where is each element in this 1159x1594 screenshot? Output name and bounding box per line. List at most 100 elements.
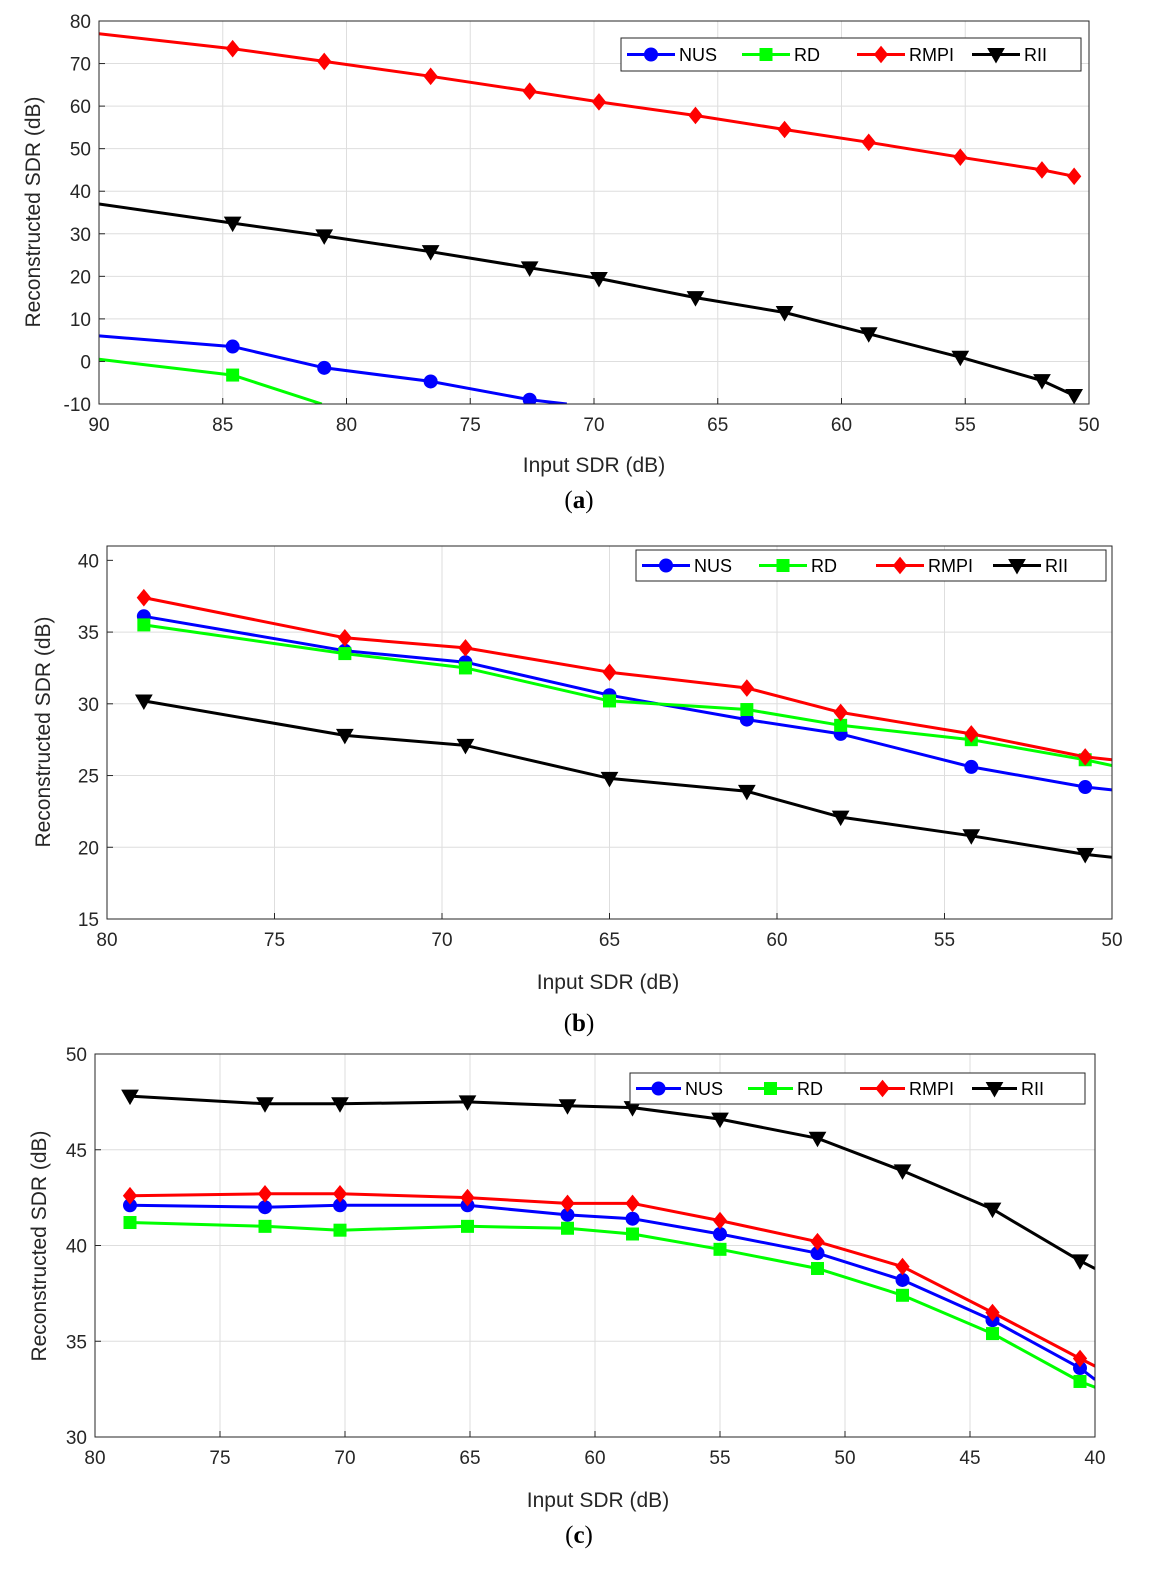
data-point-rmpi — [810, 1232, 825, 1251]
data-point-rii — [558, 1099, 577, 1115]
x-tick-label: 80 — [84, 1448, 105, 1469]
data-point-rii — [1076, 847, 1095, 864]
x-tick-label: 75 — [209, 1448, 230, 1469]
data-point-rii — [711, 1112, 729, 1129]
data-point-rd — [986, 1327, 999, 1341]
data-point-rd — [811, 1261, 824, 1275]
data-point-rmpi — [1067, 167, 1082, 186]
y-axis-label-a: Reconstructed SDR (dB) — [22, 96, 45, 327]
legend-label-rmpi: RMPI — [909, 45, 954, 65]
y-tick-label: 30 — [78, 695, 99, 716]
data-point-rii — [775, 306, 794, 322]
data-point-rmpi — [257, 1185, 273, 1203]
data-point-nus — [895, 1272, 910, 1287]
x-axis-label-a: Input SDR (dB) — [523, 454, 665, 477]
x-tick-label: 80 — [336, 415, 357, 436]
x-tick-label: 65 — [707, 415, 728, 436]
data-point-rii — [951, 350, 970, 367]
data-point-rd — [333, 1223, 347, 1237]
tick-labels-c: 80 75 70 65 60 55 50 45 40 30 35 40 45 50 — [66, 1045, 1106, 1469]
legend-a: NUS RD RMPI RII — [620, 37, 1082, 72]
data-point-rmpi — [560, 1194, 575, 1213]
caption-a: (a) — [564, 487, 593, 514]
y-tick-label: 50 — [70, 140, 91, 161]
data-point-rii — [831, 810, 850, 827]
data-point-rii — [983, 1202, 1002, 1219]
x-tick-label: 50 — [1078, 415, 1099, 436]
x-tick-label: 85 — [212, 415, 233, 436]
y-tick-label: 30 — [70, 225, 91, 246]
data-point-nus — [317, 360, 332, 375]
data-point-rmpi — [460, 1188, 475, 1207]
data-point-rmpi — [1072, 1349, 1088, 1368]
data-point-rii — [590, 271, 608, 288]
data-point-rmpi — [122, 1186, 138, 1205]
chart-panel-a: 90 85 80 75 70 65 60 55 50 -10 0 10 20 30 40 50 60 70 80 I… — [22, 12, 1100, 514]
legend-marker-rd — [759, 48, 773, 61]
legend-label-rd: RD — [794, 45, 820, 65]
data-point-rmpi — [225, 39, 240, 58]
data-point-rii — [737, 784, 756, 801]
data-point-rd — [258, 1219, 272, 1233]
y-tick-label: 25 — [78, 767, 99, 788]
x-tick-label: 70 — [431, 930, 452, 951]
data-point-rii — [458, 1095, 477, 1111]
y-tick-label: 20 — [70, 267, 91, 288]
data-point-rii — [223, 216, 242, 233]
data-point-rii — [1071, 1254, 1089, 1270]
y-tick-label: 20 — [78, 838, 99, 859]
caption-b: (b) — [564, 1010, 595, 1037]
series-group-b — [134, 588, 1112, 864]
data-point-rmpi — [964, 725, 979, 743]
legend-label-rmpi: RMPI — [909, 1079, 954, 1099]
x-tick-label: 90 — [88, 415, 109, 436]
y-tick-label: 70 — [70, 55, 91, 76]
y-tick-label: 40 — [66, 1237, 87, 1258]
y-tick-label: 80 — [70, 12, 91, 33]
series-line-rmpi — [99, 32, 1075, 178]
x-axis-label-b: Input SDR (dB) — [537, 971, 679, 994]
x-tick-label: 70 — [583, 415, 604, 436]
svg-text:(c): (c) — [565, 1522, 593, 1549]
y-tick-label: 35 — [66, 1332, 87, 1353]
legend-marker-rd — [764, 1082, 777, 1095]
legend-label-rii: RII — [1024, 45, 1047, 65]
y-tick-label: 50 — [66, 1045, 87, 1066]
y-axis-label-b: Reconstructed SDR (dB) — [32, 616, 55, 847]
caption-letter-b: b — [572, 1010, 586, 1037]
data-point-rmpi — [136, 588, 151, 607]
x-axis-label-c: Input SDR (dB) — [527, 1489, 669, 1512]
data-point-rd — [461, 1219, 474, 1233]
data-point-rii — [456, 738, 475, 755]
data-point-rmpi — [985, 1303, 1000, 1322]
legend-label-rii: RII — [1021, 1079, 1044, 1099]
legend-c: NUS RD RMPI RII — [629, 1072, 1086, 1105]
data-point-rii — [686, 291, 705, 307]
x-tick-label: 55 — [709, 1448, 730, 1469]
x-tick-label: 60 — [766, 930, 787, 951]
legend-label-rd: RD — [797, 1079, 823, 1099]
y-tick-label: 35 — [78, 623, 99, 644]
tick-labels-b: 80 75 70 65 60 55 50 15 20 25 30 35 40 — [78, 551, 1123, 951]
data-point-rd — [123, 1216, 137, 1230]
data-point-rd — [338, 647, 352, 661]
data-point-rmpi — [522, 82, 537, 101]
data-point-rmpi — [688, 106, 703, 125]
y-tick-label: 0 — [80, 352, 91, 373]
y-tick-label: 40 — [70, 182, 91, 203]
data-point-rii — [893, 1164, 912, 1180]
legend-marker-rii — [987, 48, 1005, 64]
x-tick-label: 40 — [1084, 1448, 1105, 1469]
legend-marker-rmpi — [892, 556, 908, 575]
legend-marker-nus — [659, 558, 673, 573]
legend-label-nus: NUS — [694, 556, 732, 576]
y-tick-label: 10 — [70, 310, 91, 331]
legend-b: NUS RD RMPI RII — [635, 549, 1107, 582]
legend-marker-rd — [776, 559, 790, 572]
data-point-rd — [1073, 1374, 1087, 1388]
data-point-rmpi — [953, 148, 968, 166]
series-line-rii — [99, 202, 1075, 397]
data-point-rii — [315, 229, 334, 245]
y-tick-label: 30 — [66, 1428, 87, 1449]
